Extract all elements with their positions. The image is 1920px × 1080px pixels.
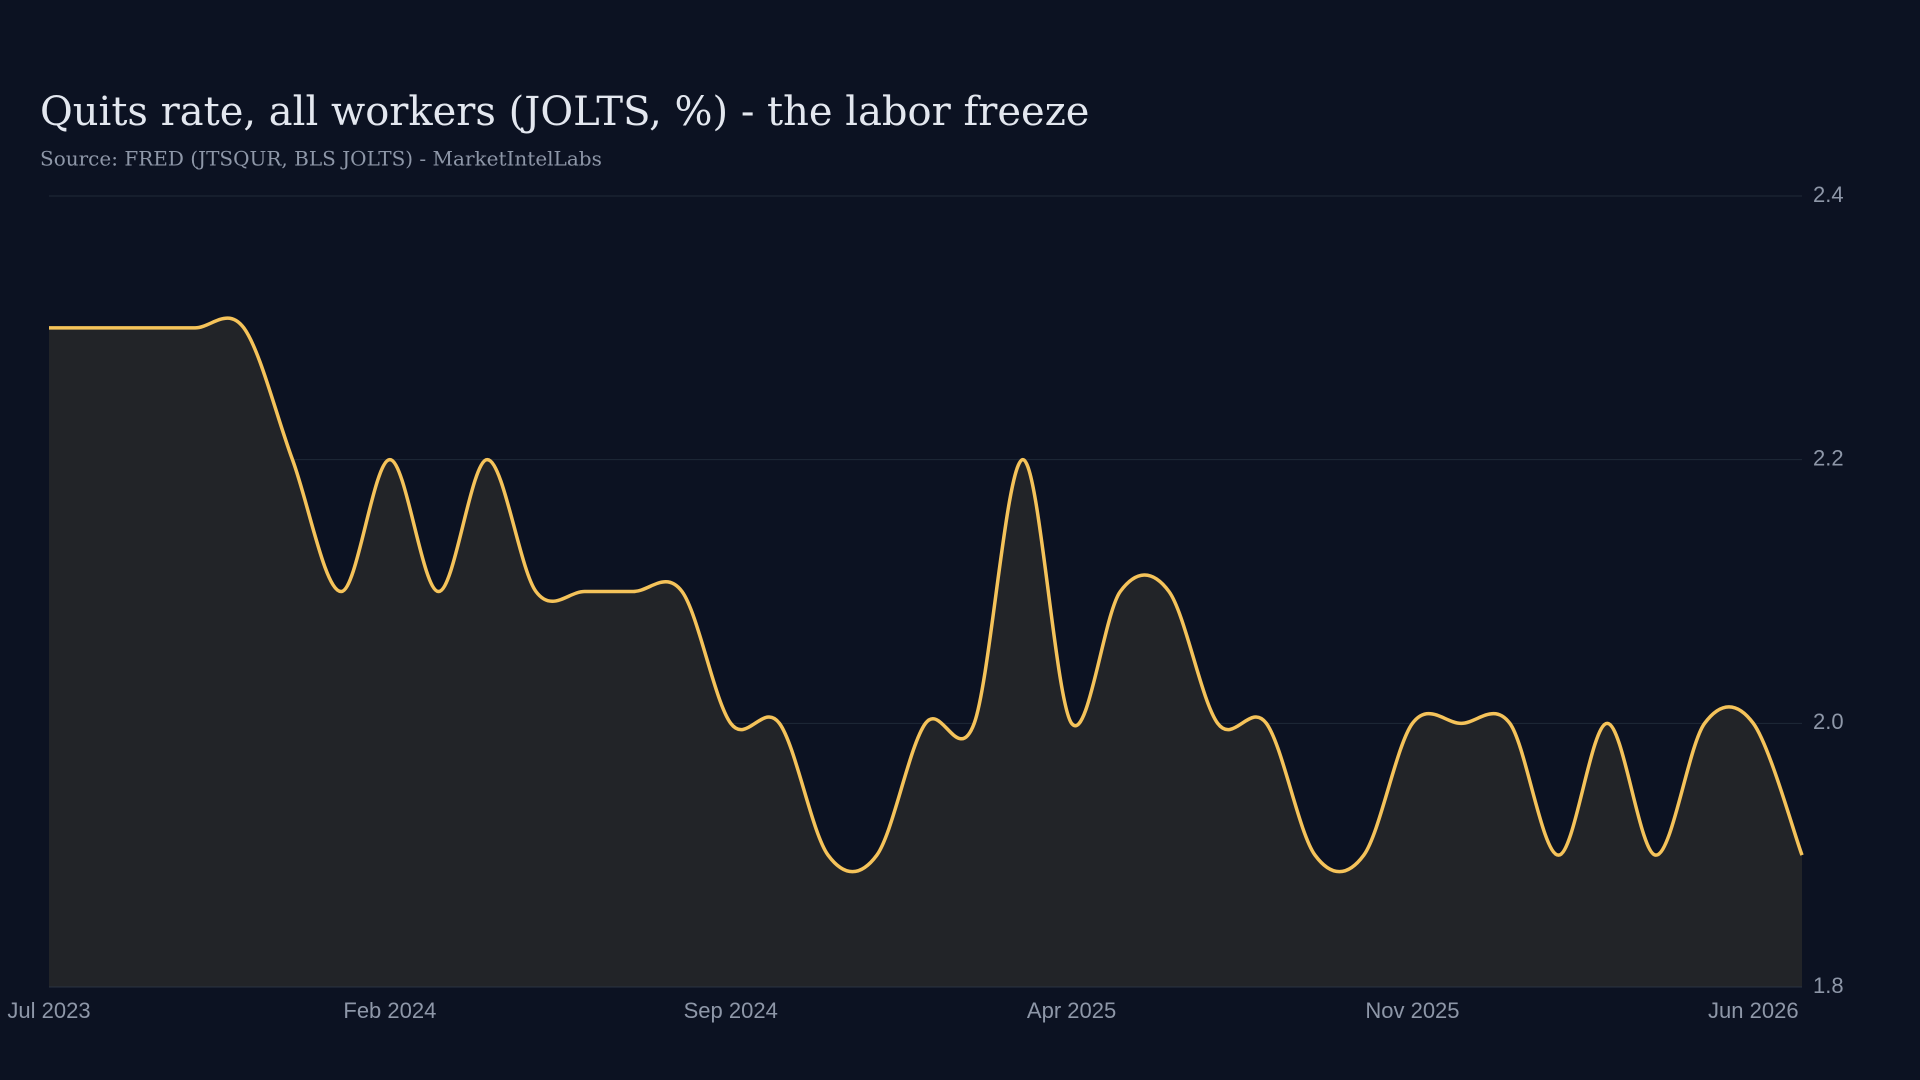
y-tick-label: 2.4 bbox=[1813, 182, 1844, 207]
x-tick-label: Nov 2025 bbox=[1365, 998, 1459, 1023]
x-tick-label: Apr 2025 bbox=[1027, 998, 1116, 1023]
x-tick-label: Jul 2023 bbox=[7, 998, 90, 1023]
x-tick-label: Sep 2024 bbox=[684, 998, 778, 1023]
chart-title: Quits rate, all workers (JOLTS, %) - the… bbox=[40, 89, 1089, 135]
y-tick-label: 1.8 bbox=[1813, 973, 1844, 998]
area bbox=[49, 318, 1802, 988]
line bbox=[48, 316, 1804, 874]
x-tick-label: Feb 2024 bbox=[343, 998, 436, 1023]
y-tick-label: 2.0 bbox=[1813, 709, 1844, 734]
y-tick-label: 2.2 bbox=[1813, 445, 1844, 470]
chart-subtitle: Source: FRED (JTSQUR, BLS JOLTS) - Marke… bbox=[40, 147, 602, 171]
x-tick-label: Jun 2026 bbox=[1708, 998, 1799, 1023]
